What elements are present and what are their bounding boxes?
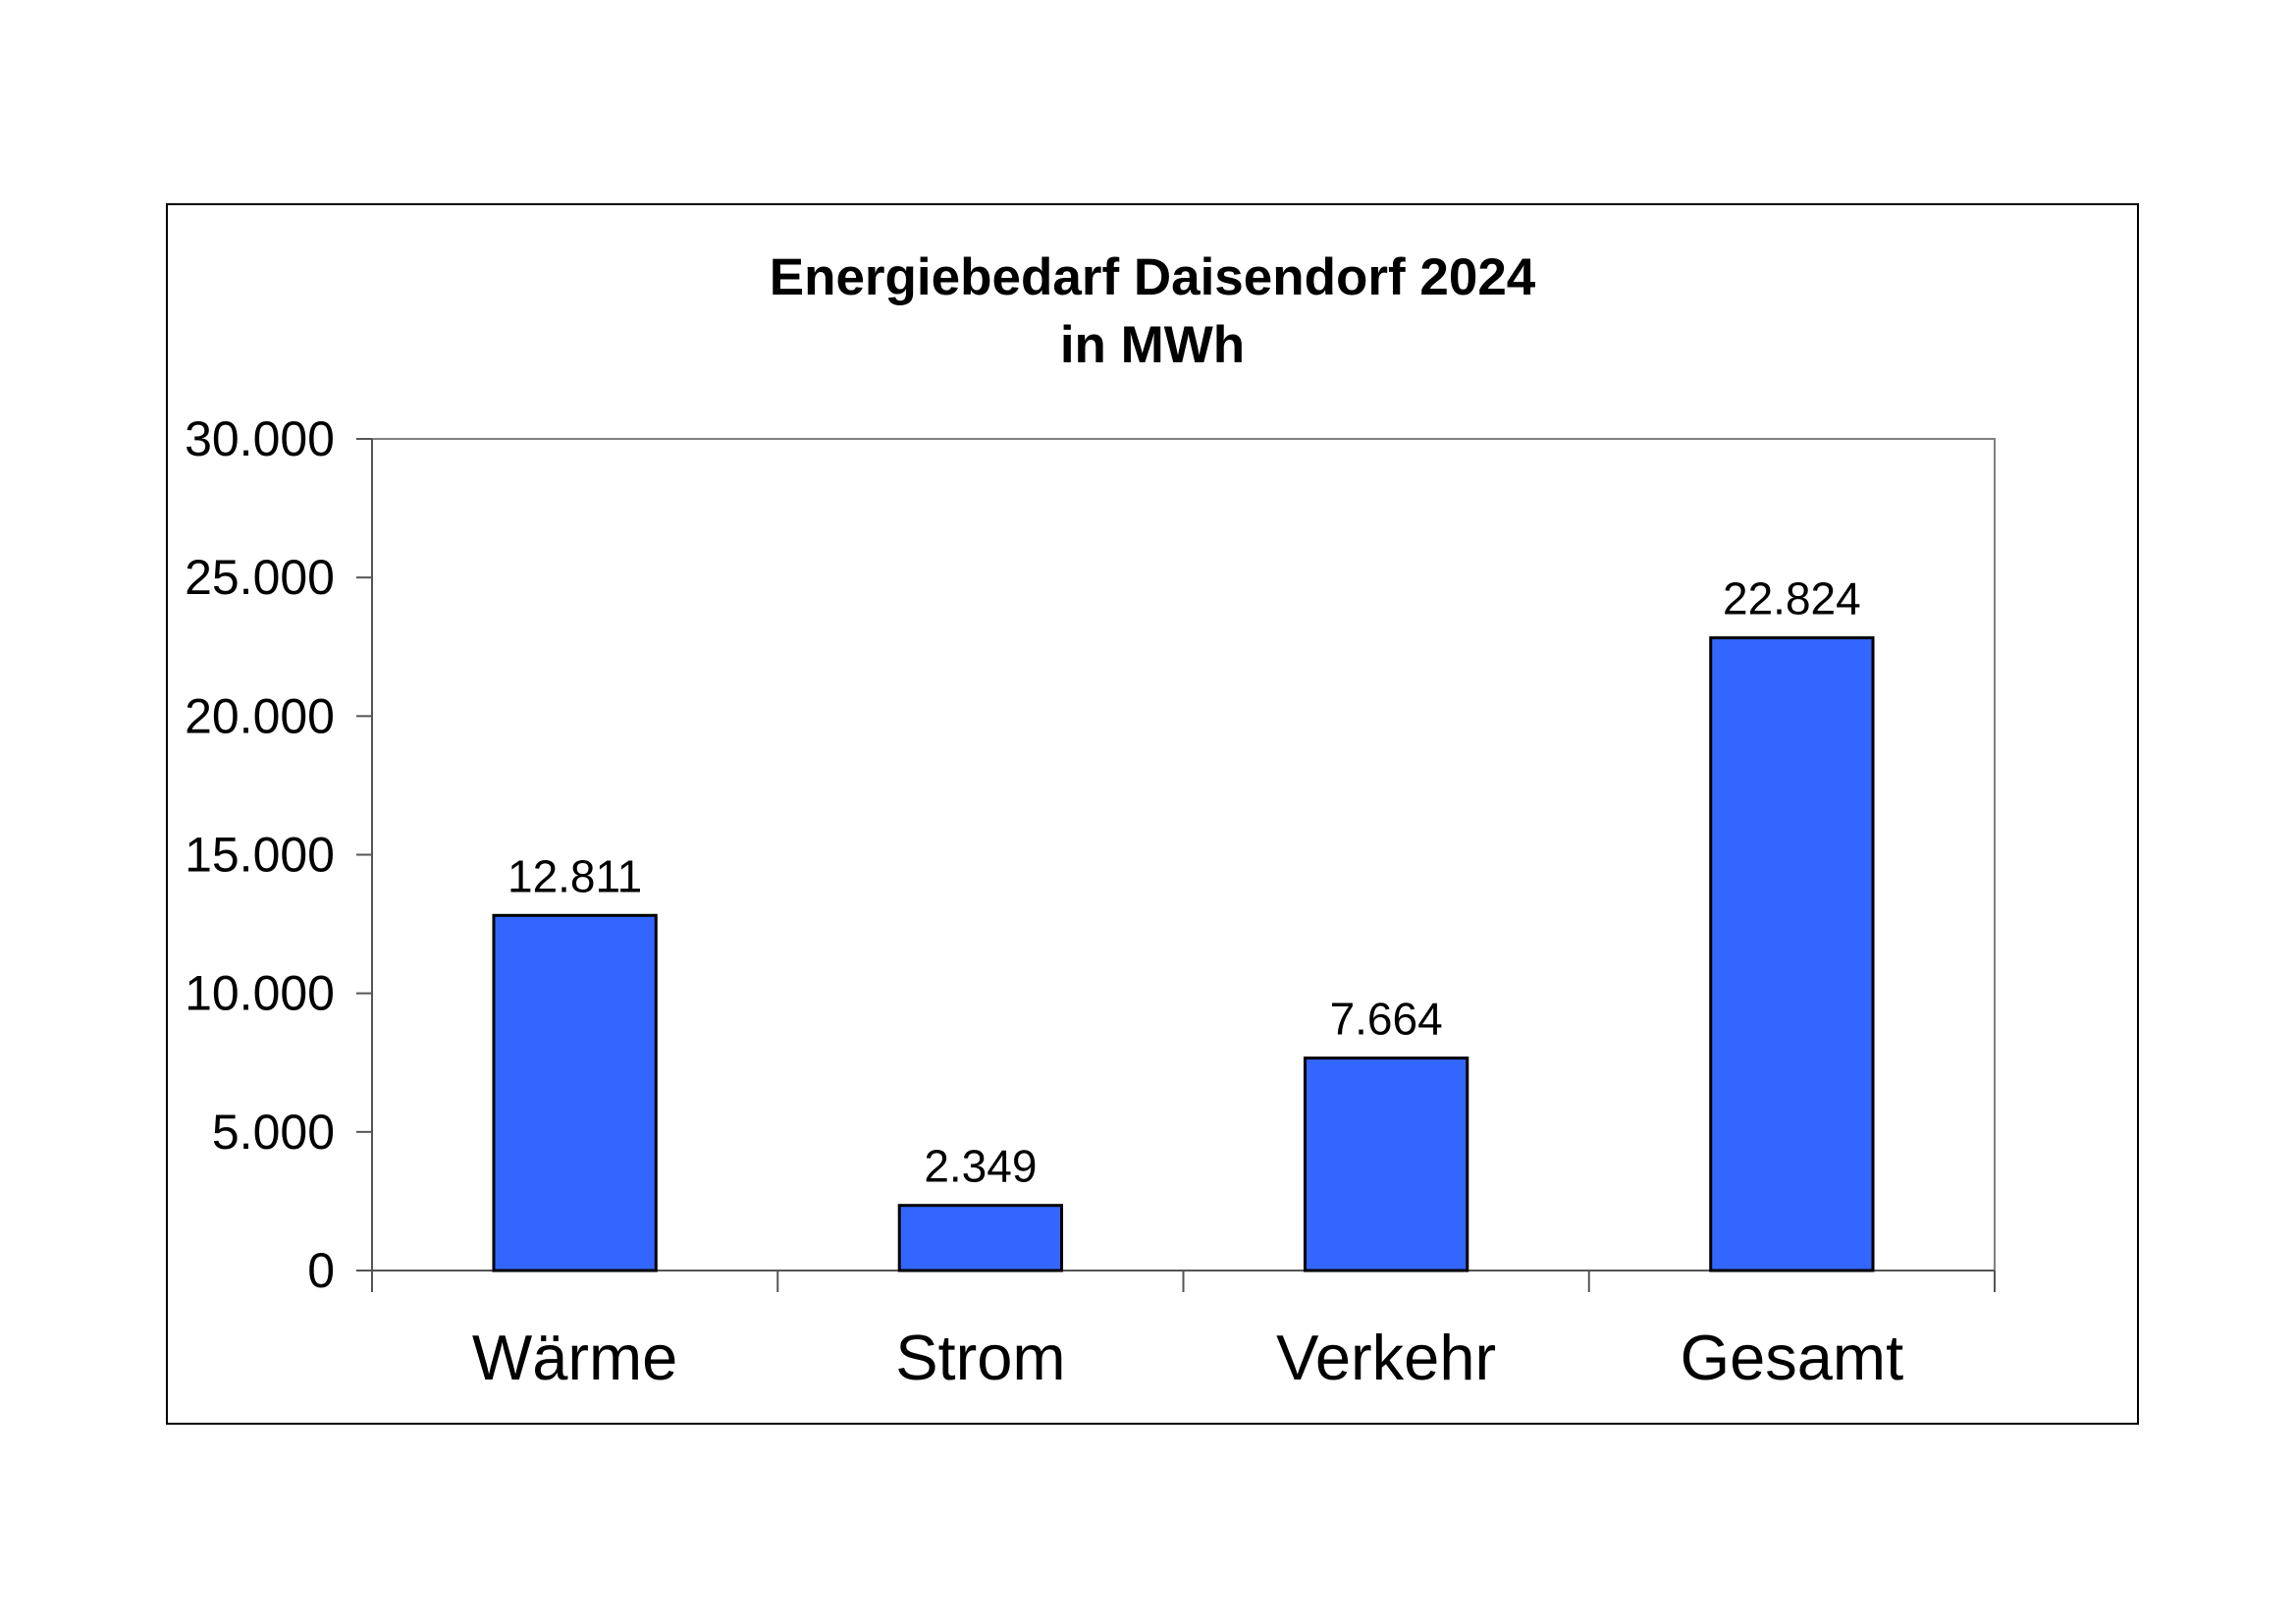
x-tick-label: Strom bbox=[895, 1322, 1065, 1393]
data-label: 2.349 bbox=[924, 1141, 1037, 1192]
y-tick-label: 20.000 bbox=[185, 688, 335, 743]
x-tick-label: Wärme bbox=[472, 1322, 677, 1393]
bar-1 bbox=[492, 913, 658, 1272]
data-label: 22.824 bbox=[1723, 573, 1861, 624]
bar-4 bbox=[1709, 636, 1875, 1272]
y-tick-label: 0 bbox=[307, 1243, 335, 1298]
y-tick-label: 10.000 bbox=[185, 966, 335, 1021]
y-tick-label: 25.000 bbox=[185, 550, 335, 605]
bar-3 bbox=[1303, 1056, 1469, 1272]
x-tick-label: Verkehr bbox=[1276, 1322, 1496, 1393]
y-tick-label: 30.000 bbox=[185, 411, 335, 466]
y-tick-label: 5.000 bbox=[212, 1105, 335, 1160]
chart-subtitle: in MWh bbox=[1060, 316, 1245, 374]
y-tick-label: 15.000 bbox=[185, 828, 335, 883]
x-tick-label: Gesamt bbox=[1681, 1322, 1904, 1393]
data-label: 7.664 bbox=[1330, 994, 1443, 1045]
chart-title: Energiebedarf Daisendorf 2024 bbox=[770, 248, 1536, 306]
bar-2 bbox=[897, 1204, 1064, 1272]
data-label: 12.811 bbox=[507, 850, 642, 901]
